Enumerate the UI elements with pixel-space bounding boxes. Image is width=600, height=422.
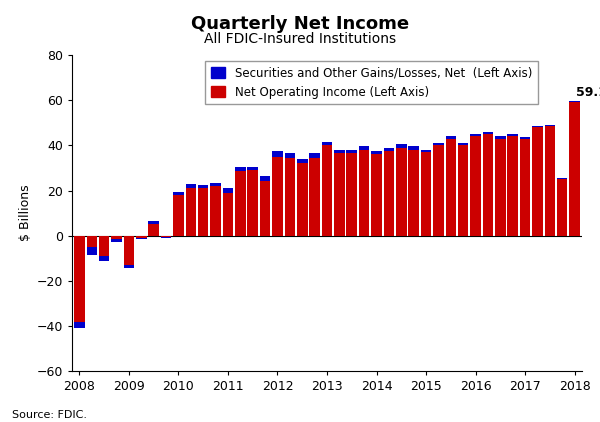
Bar — [297, 163, 308, 236]
Bar — [396, 148, 407, 236]
Bar — [458, 145, 469, 236]
Bar — [112, 239, 122, 243]
Bar — [545, 125, 555, 126]
Bar — [136, 238, 146, 239]
Bar — [185, 184, 196, 188]
Bar — [520, 138, 530, 236]
Bar — [86, 247, 97, 255]
Bar — [359, 146, 370, 150]
Bar — [346, 153, 357, 236]
Bar — [482, 134, 493, 236]
Bar — [223, 193, 233, 236]
Bar — [433, 145, 443, 236]
Bar — [223, 188, 233, 193]
Bar — [198, 188, 208, 236]
Bar — [297, 159, 308, 163]
Bar — [272, 157, 283, 236]
Bar — [173, 195, 184, 236]
Bar — [74, 322, 85, 328]
Bar — [557, 178, 568, 179]
Bar — [557, 179, 568, 236]
Bar — [310, 158, 320, 236]
Bar — [409, 150, 419, 236]
Text: All FDIC-Insured Institutions: All FDIC-Insured Institutions — [204, 32, 396, 46]
Bar — [396, 144, 407, 148]
Bar — [74, 236, 85, 322]
Bar — [532, 126, 542, 127]
Bar — [284, 158, 295, 236]
Bar — [272, 151, 283, 157]
Bar — [161, 236, 172, 238]
Bar — [124, 265, 134, 268]
Bar — [421, 152, 431, 236]
Bar — [334, 153, 344, 236]
Bar — [124, 236, 134, 265]
Bar — [136, 236, 146, 238]
Bar — [148, 225, 159, 236]
Bar — [508, 136, 518, 236]
Bar — [458, 143, 469, 145]
Bar — [446, 136, 456, 138]
Bar — [284, 153, 295, 158]
Bar — [532, 127, 542, 236]
Bar — [569, 102, 580, 236]
Bar — [470, 134, 481, 136]
Legend: Securities and Other Gains/Losses, Net  (Left Axis), Net Operating Income (Left : Securities and Other Gains/Losses, Net (… — [205, 61, 538, 105]
Bar — [310, 153, 320, 158]
Bar — [482, 132, 493, 134]
Bar — [260, 176, 271, 181]
Bar — [371, 151, 382, 154]
Bar — [235, 171, 245, 236]
Bar — [161, 237, 172, 238]
Bar — [383, 151, 394, 236]
Bar — [409, 146, 419, 150]
Bar — [260, 181, 271, 236]
Bar — [421, 150, 431, 152]
Bar — [383, 148, 394, 151]
Text: 59.1: 59.1 — [577, 86, 600, 99]
Bar — [334, 150, 344, 153]
Bar — [495, 136, 506, 138]
Bar — [446, 138, 456, 236]
Bar — [99, 236, 109, 256]
Bar — [371, 154, 382, 236]
Bar — [433, 143, 443, 145]
Bar — [495, 138, 506, 236]
Bar — [247, 167, 258, 170]
Bar — [508, 134, 518, 136]
Bar — [470, 136, 481, 236]
Bar — [99, 256, 109, 260]
Bar — [185, 188, 196, 236]
Y-axis label: $ Billions: $ Billions — [19, 185, 32, 241]
Bar — [112, 236, 122, 239]
Bar — [359, 150, 370, 236]
Bar — [173, 192, 184, 195]
Bar — [211, 186, 221, 236]
Bar — [322, 145, 332, 236]
Bar — [86, 236, 97, 247]
Bar — [346, 150, 357, 153]
Bar — [569, 101, 580, 102]
Bar — [247, 170, 258, 236]
Bar — [148, 221, 159, 225]
Bar — [211, 183, 221, 186]
Bar — [545, 126, 555, 236]
Bar — [235, 167, 245, 171]
Bar — [198, 185, 208, 188]
Text: Quarterly Net Income: Quarterly Net Income — [191, 15, 409, 33]
Text: Source: FDIC.: Source: FDIC. — [12, 410, 87, 420]
Bar — [322, 142, 332, 145]
